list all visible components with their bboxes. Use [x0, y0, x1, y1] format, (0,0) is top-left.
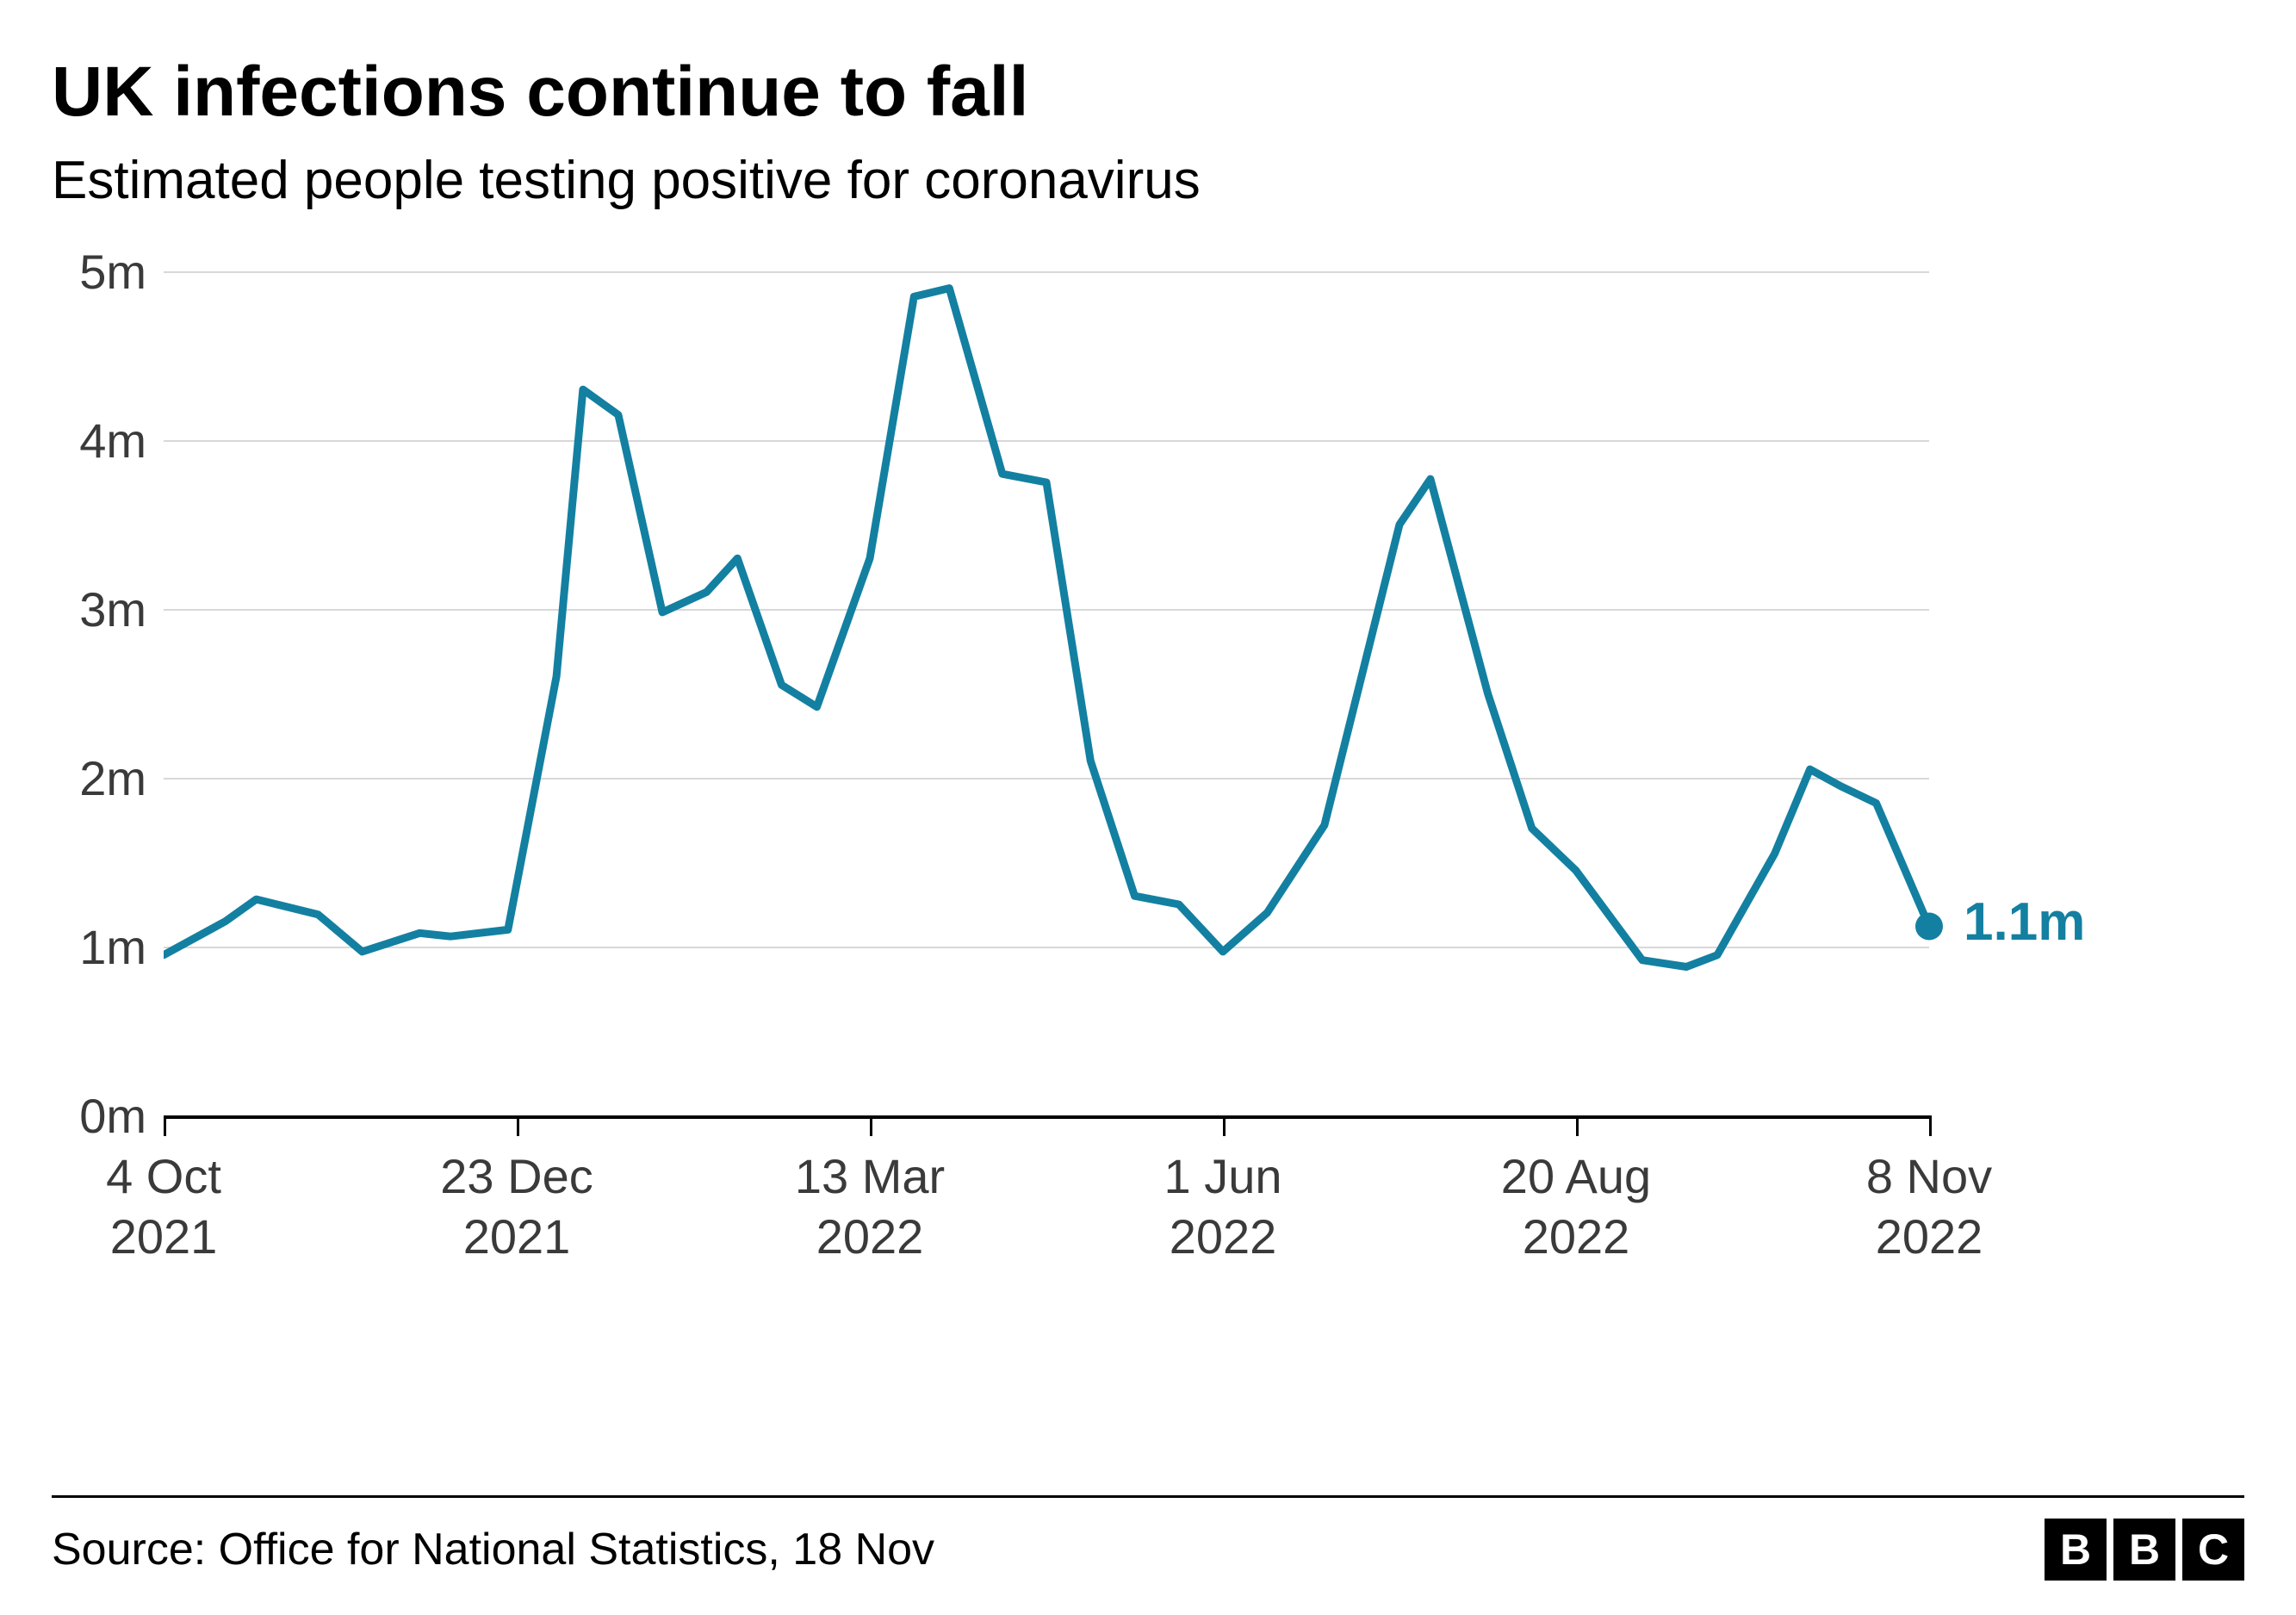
x-axis-label: 23 Dec2021 — [440, 1146, 593, 1267]
bbc-logo: BBC — [2045, 1519, 2244, 1581]
x-tick — [1929, 1115, 1932, 1136]
bbc-logo-block: B — [2045, 1519, 2107, 1581]
x-tick — [1223, 1115, 1226, 1136]
x-axis-label: 13 Mar2022 — [795, 1146, 945, 1267]
y-axis-label: 0m — [52, 1088, 146, 1144]
chart-subtitle: Estimated people testing positive for co… — [52, 150, 2227, 211]
source-text: Source: Office for National Statistics, … — [52, 1524, 934, 1575]
y-axis-label: 2m — [52, 750, 146, 806]
y-axis-label: 4m — [52, 413, 146, 469]
x-axis-label: 20 Aug2022 — [1501, 1146, 1651, 1267]
endpoint-value-label: 1.1m — [1964, 891, 2085, 953]
data-line — [164, 289, 1929, 967]
chart-footer: Source: Office for National Statistics, … — [52, 1495, 2244, 1581]
bbc-logo-block: B — [2113, 1519, 2175, 1581]
x-tick — [164, 1115, 166, 1136]
y-axis-label: 1m — [52, 919, 146, 975]
x-axis-line — [164, 1115, 1929, 1119]
x-axis-label: 1 Jun2022 — [1164, 1146, 1282, 1267]
endpoint-marker — [1915, 912, 1943, 940]
chart-area: 0m1m2m3m4m5m 4 Oct202123 Dec202113 Mar20… — [52, 263, 2205, 1365]
line-chart-svg — [164, 263, 1964, 1141]
x-axis-label: 4 Oct2021 — [106, 1146, 221, 1267]
x-tick — [517, 1115, 519, 1136]
y-axis-label: 3m — [52, 581, 146, 637]
y-axis-label: 5m — [52, 244, 146, 300]
x-axis-label: 8 Nov2022 — [1866, 1146, 1992, 1267]
x-tick — [1576, 1115, 1579, 1136]
bbc-logo-block: C — [2182, 1519, 2244, 1581]
x-tick — [870, 1115, 872, 1136]
chart-title: UK infections continue to fall — [52, 52, 2227, 133]
